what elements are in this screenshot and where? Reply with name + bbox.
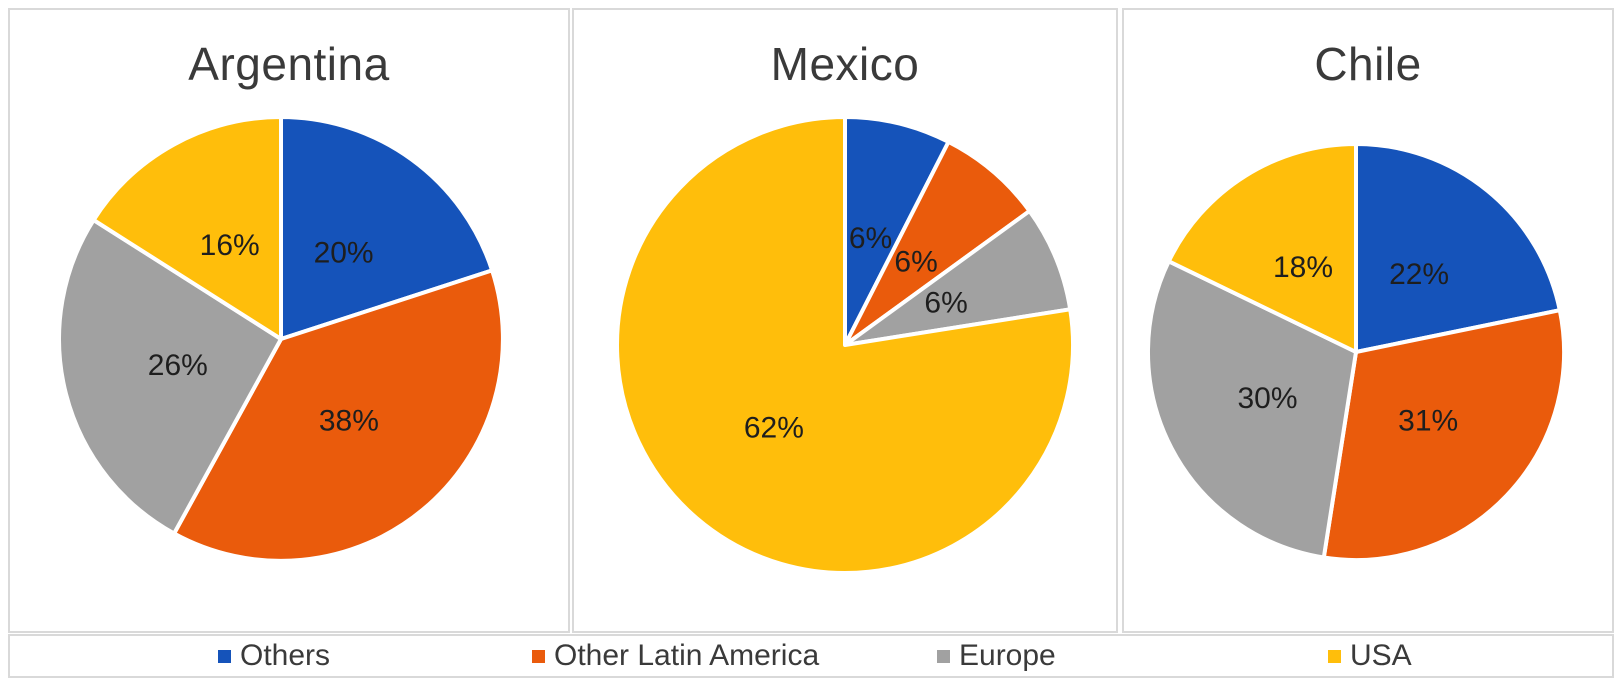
data-label-others: 22% [1389,258,1449,291]
pie-slice-others [843,115,951,347]
legend-item-europe: Europe [937,636,1056,676]
data-label-others: 20% [314,236,374,269]
pie-slice-others [1354,142,1562,354]
data-label-europe: 30% [1237,382,1297,415]
pie-slice-usa [1166,142,1358,354]
data-label-other-latin-america: 31% [1398,404,1458,437]
legend-label-others: Others [240,639,331,672]
chart-panel-argentina: Argentina 20% 38% 26% 16% [8,8,570,633]
pie-slice-other-latin-america [172,268,505,563]
data-label-usa: 62% [744,412,804,445]
legend-item-other-latin-america: Other Latin America [532,636,819,676]
legend-label-europe: Europe [959,639,1056,672]
chart-title-mexico: Mexico [770,38,920,90]
data-label-others: 6% [849,222,892,255]
pie-slice-usa [615,115,1076,575]
legend-marker-other-latin-america-icon [532,649,545,663]
data-label-usa: 18% [1273,251,1333,284]
legend-marker-usa-icon [1328,649,1341,663]
legend-marker-others-icon [218,649,231,663]
data-label-other-latin-america: 6% [894,245,937,278]
chart-title-argentina: Argentina [188,38,390,90]
pie-chart-argentina: 20% 38% 26% 16% [57,115,505,563]
pie-slice-usa [91,115,283,341]
chart-title-chile: Chile [1314,38,1422,90]
pie-chart-mexico: 6%6%6%62% [615,115,1076,575]
pie-chart-chile: 22% 31% 30% 18% [1145,142,1566,562]
legend: Others Other Latin America Europe USA [8,634,1614,678]
pie-slice-other-latin-america [843,139,1032,347]
legend-marker-europe-icon [937,649,950,663]
legend-item-others: Others [218,636,330,676]
chart-panel-mexico: Mexico 6% 6% 6% 62% [572,8,1118,633]
legend-label-usa: USA [1350,639,1412,672]
legend-label-other-latin-america: Other Latin America [554,639,820,672]
pie-slice-europe [1145,259,1358,560]
chart-panel-chile: Chile 22% 31% 30% 18% [1122,8,1614,633]
data-label-usa: 16% [200,229,260,262]
pie-slice-europe [843,209,1073,347]
data-label-other-latin-america: 38% [319,405,379,438]
pie-slice-europe [57,218,283,536]
legend-item-usa: USA [1328,636,1412,676]
data-label-europe: 6% [924,287,967,320]
pie-slice-others [279,115,495,341]
data-label-europe: 26% [148,349,208,382]
pie-slice-other-latin-america [1321,308,1566,562]
